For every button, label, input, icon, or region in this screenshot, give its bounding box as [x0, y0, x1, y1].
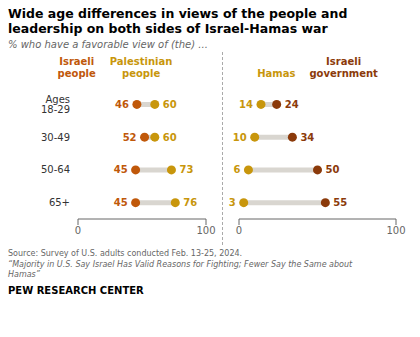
svg-text:55: 55: [333, 197, 347, 208]
svg-text:0: 0: [236, 225, 242, 236]
svg-text:0: 0: [75, 225, 81, 236]
svg-text:45: 45: [114, 164, 128, 175]
svg-text:50-64: 50-64: [41, 164, 70, 175]
svg-text:100: 100: [196, 225, 215, 236]
html-text:Israeli people: Israeli people: [57, 56, 96, 79]
svg-text:45: 45: [114, 197, 128, 208]
html-text:Israeli government: Israeli government: [309, 56, 378, 79]
svg-text:60: 60: [163, 99, 177, 110]
svg-text:Ages18-29: Ages18-29: [41, 94, 70, 115]
svg-text:76: 76: [183, 197, 197, 208]
svg-text:14: 14: [239, 99, 253, 110]
html-text:Palestinian people: Palestinian people: [109, 56, 173, 79]
svg-text:60: 60: [163, 132, 177, 143]
svg-text:52: 52: [123, 132, 137, 143]
svg-text:50: 50: [326, 164, 340, 175]
svg-text:3: 3: [229, 197, 236, 208]
svg-text:34: 34: [300, 132, 314, 143]
html-text:“Majority in U.S. Say Israel H: “Majority in U.S. Say Israel Has Valid R…: [8, 260, 353, 279]
svg-text:30-49: 30-49: [41, 132, 70, 143]
html-text:PEW RESEARCH CENTER: PEW RESEARCH CENTER: [8, 285, 144, 296]
html-text:Source: Survey of U.S. adults: Source: Survey of U.S. adults conducted …: [8, 249, 243, 258]
svg-text:24: 24: [285, 99, 299, 110]
svg-text:100: 100: [386, 225, 405, 236]
svg-text:65+: 65+: [49, 197, 70, 208]
html-text:Hamas: Hamas: [257, 68, 296, 79]
svg-text:73: 73: [179, 164, 193, 175]
html-text:% who have a favorable view of: % who have a favorable view of (the) ...: [8, 39, 208, 50]
svg-text:46: 46: [115, 99, 129, 110]
svg-text:10: 10: [233, 132, 247, 143]
html-text:Wide age differences in views: Wide age differences in views of the peo…: [8, 6, 348, 36]
svg-text:6: 6: [233, 164, 240, 175]
